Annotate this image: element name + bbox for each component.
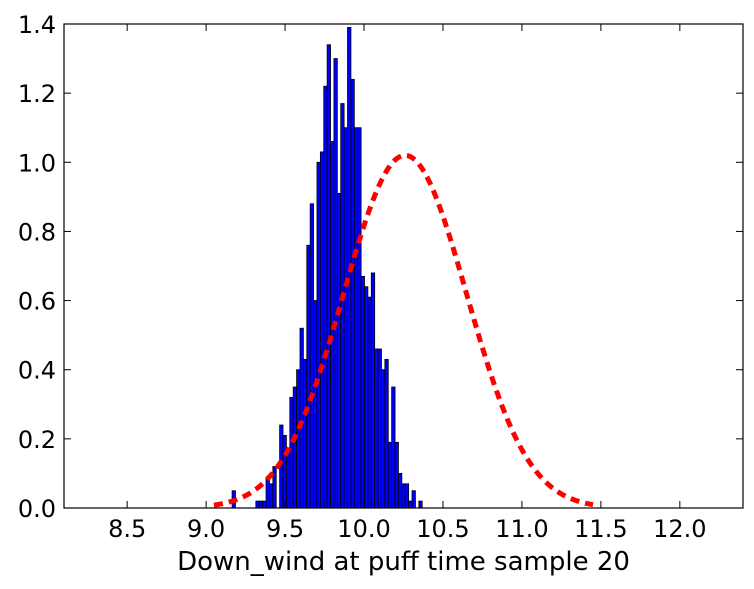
histogram-bar [340, 103, 345, 509]
histogram-bar [350, 78, 355, 509]
x-tick-label: 10.5 [416, 515, 469, 543]
y-tick-label: 1.0 [18, 149, 56, 177]
x-tick-label: 11.0 [495, 515, 548, 543]
histogram-bar [258, 500, 264, 509]
histogram-bar [302, 358, 308, 509]
histogram-bar [377, 348, 382, 509]
histogram-bar [364, 286, 369, 509]
plot-frame [63, 23, 744, 509]
histogram-bar [289, 396, 294, 509]
histogram-bar [384, 358, 389, 509]
x-tick-label: 11.5 [574, 515, 627, 543]
x-tick-label: 8.5 [108, 515, 146, 543]
histogram-bar [272, 466, 277, 509]
y-axis: 0.0 0.2 0.4 0.6 0.8 1.0 1.2 1.4 [18, 11, 743, 523]
histogram-bar [381, 369, 386, 509]
histogram-bar [357, 127, 362, 509]
histogram-bar [262, 500, 267, 509]
y-tick-label: 0.0 [18, 495, 56, 523]
y-tick-label: 0.6 [18, 288, 56, 316]
histogram-bar [404, 483, 410, 509]
histogram-bar [367, 296, 372, 509]
histogram-bar [296, 369, 301, 509]
histogram-bar [336, 192, 342, 509]
histogram-bar [316, 161, 321, 509]
histogram-bar [326, 44, 331, 509]
histogram-bar [394, 441, 399, 509]
x-tick-label: 12.0 [653, 515, 706, 543]
histogram-bar [306, 244, 311, 509]
histogram-bar [370, 272, 376, 509]
x-tick-label: 9.0 [187, 515, 225, 543]
histogram-bar [286, 448, 291, 509]
histogram-bar [265, 476, 270, 509]
histogram-bar [309, 203, 314, 509]
histogram-bar [374, 348, 379, 509]
histogram-bars [231, 27, 423, 509]
histogram-bar [418, 500, 423, 509]
histogram-bar [255, 500, 260, 509]
histogram-bar [391, 386, 396, 509]
histogram-bar [411, 490, 416, 509]
x-tick-label: 9.5 [266, 515, 304, 543]
histogram-bar [387, 441, 393, 509]
histogram-bar [353, 127, 359, 509]
histogram-bar [313, 300, 318, 509]
histogram-bar [401, 483, 406, 509]
fit-curve [213, 152, 594, 508]
histogram-bar [282, 434, 287, 509]
histogram-bar [323, 85, 328, 509]
y-tick-label: 0.4 [18, 357, 56, 385]
x-tick-label: 10.0 [337, 515, 390, 543]
histogram-bar [333, 58, 338, 509]
histogram-bar [360, 275, 365, 509]
histogram-bar [269, 483, 274, 509]
histogram-bar [408, 500, 413, 509]
histogram-bar [398, 473, 403, 509]
x-axis-title: Down_wind at puff time sample 20 [177, 547, 630, 577]
y-tick-label: 1.4 [18, 11, 56, 39]
histogram-bar [343, 127, 348, 509]
y-tick-label: 0.2 [18, 426, 56, 454]
histogram-bar [292, 386, 297, 509]
y-tick-label: 0.8 [18, 218, 56, 246]
histogram-bar [319, 151, 325, 509]
x-axis: 8.5 9.0 9.5 10.0 10.5 11.0 11.5 12.0 [108, 24, 707, 543]
histogram-bar [299, 327, 304, 509]
y-tick-label: 1.2 [18, 80, 56, 108]
